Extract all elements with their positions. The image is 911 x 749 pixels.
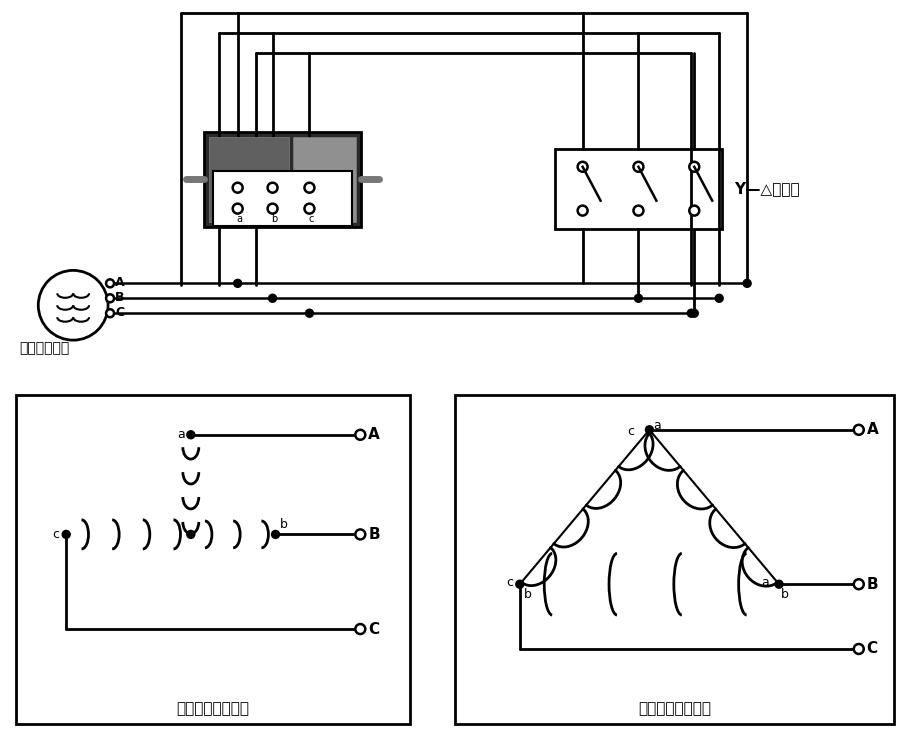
Text: 启动时的连接方法: 启动时的连接方法 — [176, 701, 249, 716]
Circle shape — [233, 279, 241, 288]
Bar — [293, 137, 356, 222]
Text: C: C — [115, 306, 124, 319]
Bar — [554, 149, 722, 228]
Text: Y—△启动器: Y—△启动器 — [733, 181, 799, 196]
Text: b: b — [280, 518, 287, 531]
Text: b: b — [780, 588, 788, 601]
Text: B: B — [115, 291, 125, 304]
Circle shape — [355, 530, 365, 539]
Text: c: c — [627, 425, 634, 438]
Bar — [203, 132, 361, 226]
Circle shape — [305, 309, 313, 318]
Circle shape — [853, 579, 863, 589]
Text: a: a — [761, 576, 768, 589]
Text: A: A — [865, 422, 877, 437]
Text: c: c — [52, 528, 59, 541]
Text: b: b — [271, 213, 277, 224]
Circle shape — [355, 624, 365, 634]
Circle shape — [187, 530, 195, 539]
Circle shape — [577, 206, 587, 216]
Circle shape — [267, 183, 277, 192]
Circle shape — [62, 530, 70, 539]
Circle shape — [742, 279, 751, 288]
Text: c: c — [506, 576, 512, 589]
Circle shape — [634, 294, 641, 303]
Text: 三相交流电源: 三相交流电源 — [19, 341, 69, 355]
Circle shape — [633, 162, 643, 172]
Text: c: c — [309, 213, 313, 224]
Text: a: a — [652, 419, 660, 432]
Circle shape — [232, 183, 242, 192]
Text: a: a — [236, 213, 242, 224]
Circle shape — [187, 431, 195, 439]
Circle shape — [645, 426, 652, 434]
Circle shape — [304, 204, 314, 213]
Circle shape — [689, 162, 699, 172]
Circle shape — [577, 162, 587, 172]
Text: a: a — [177, 428, 184, 441]
Circle shape — [271, 530, 280, 539]
Circle shape — [267, 204, 277, 213]
Circle shape — [106, 279, 114, 288]
Text: C: C — [368, 622, 379, 637]
Bar — [212, 171, 352, 225]
Text: C: C — [865, 641, 877, 656]
Text: A: A — [115, 276, 125, 289]
Circle shape — [268, 294, 276, 303]
Text: A: A — [368, 427, 380, 442]
Text: 运转时的连接方法: 运转时的连接方法 — [637, 701, 710, 716]
Circle shape — [687, 309, 694, 318]
Circle shape — [689, 206, 699, 216]
Bar — [16, 395, 410, 724]
Circle shape — [774, 580, 783, 588]
Circle shape — [853, 425, 863, 434]
Circle shape — [106, 294, 114, 303]
Circle shape — [853, 644, 863, 654]
Text: b: b — [523, 588, 531, 601]
Bar — [209, 137, 288, 222]
Circle shape — [304, 183, 314, 192]
Text: B: B — [865, 577, 877, 592]
Circle shape — [633, 206, 643, 216]
Circle shape — [690, 309, 698, 318]
Bar — [455, 395, 893, 724]
Circle shape — [714, 294, 722, 303]
Circle shape — [355, 430, 365, 440]
Circle shape — [106, 309, 114, 318]
Text: B: B — [368, 527, 380, 542]
Circle shape — [516, 580, 523, 588]
Circle shape — [232, 204, 242, 213]
